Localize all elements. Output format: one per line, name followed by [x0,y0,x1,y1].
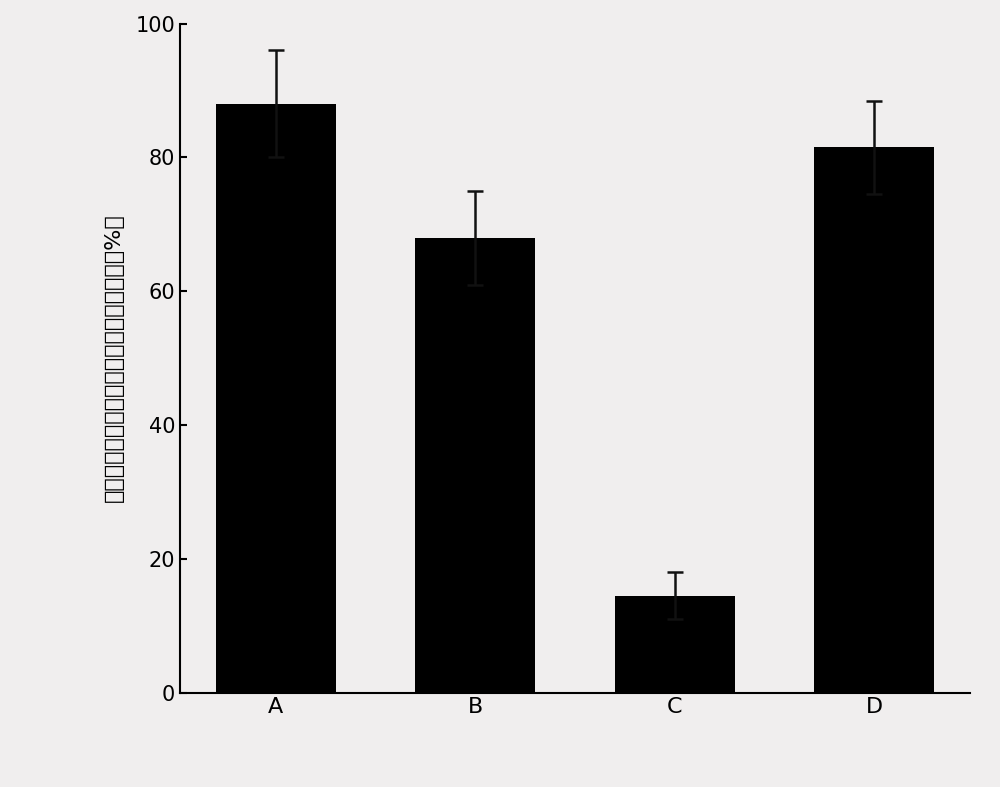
Bar [415,238,535,693]
Bar [615,596,735,693]
Bar [216,104,336,693]
Bar [814,147,934,693]
Y-axis label: 中药益生菌代谢产物对仔猪腹泻的治愚率（%）: 中药益生菌代谢产物对仔猪腹泻的治愚率（%） [104,214,124,502]
